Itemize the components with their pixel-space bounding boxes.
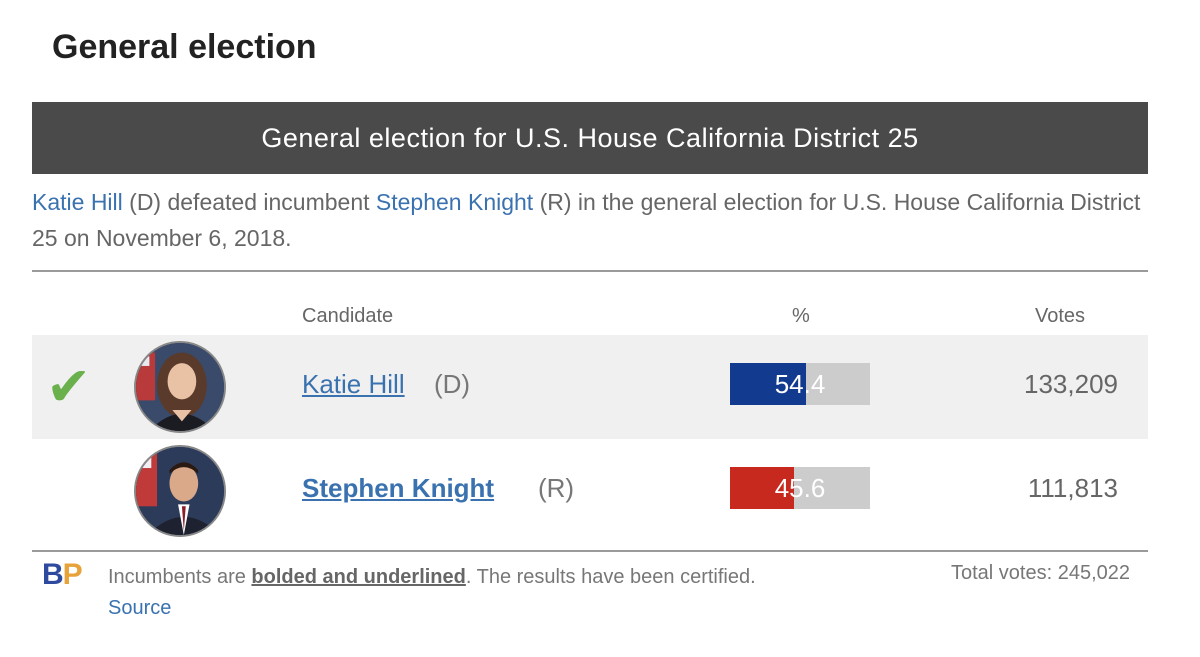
section-title: General election <box>52 28 317 66</box>
candidate-link-stephen-knight[interactable]: Stephen Knight <box>302 473 495 503</box>
logo-letter-b: B <box>42 558 64 591</box>
summary-text-1: (D) defeated incumbent <box>122 189 376 215</box>
table-row: ✔ Katie Hill (D) 54.4 133,209 <box>32 335 1148 439</box>
candidate-photo-icon <box>136 447 224 535</box>
percent-bar: 54.4 <box>730 363 870 405</box>
ballotpedia-logo: BP <box>42 558 83 592</box>
footnote-incumbent-note: bolded and underlined <box>251 566 466 588</box>
vote-count: 111,813 <box>1027 473 1118 503</box>
summary-text-2: (R) in the general election for U.S. Hou… <box>32 189 1141 251</box>
percent-bar-fill <box>730 467 794 509</box>
percent-label: 45.6 <box>774 472 826 503</box>
footnote: Incumbents are bolded and underlined. Th… <box>108 562 808 624</box>
candidate-photo-icon <box>136 343 224 431</box>
table-row: Stephen Knight (R) 45.6 111,813 <box>32 439 1148 543</box>
percent-bar-fill <box>730 363 807 405</box>
winner-check-icon: ✔ <box>46 357 92 417</box>
banner-title: General election for U.S. House Californ… <box>261 122 919 153</box>
column-header-percent: % <box>792 305 810 327</box>
election-banner: General election for U.S. House Californ… <box>32 102 1148 174</box>
column-header-votes: Votes <box>1035 305 1086 327</box>
candidate-party: (R) <box>538 473 575 503</box>
candidate-party: (D) <box>434 369 471 399</box>
percent-label: 54.4 <box>774 368 826 399</box>
avatar <box>134 445 226 537</box>
total-votes: Total votes: 245,022 <box>950 562 1130 584</box>
loser-link[interactable]: Stephen Knight <box>375 189 534 215</box>
source-link[interactable]: Source <box>108 597 172 619</box>
avatar <box>134 341 226 433</box>
divider-bottom <box>32 550 1148 552</box>
footnote-text-1: Incumbents are <box>108 566 252 588</box>
divider-top <box>32 270 1148 272</box>
footnote-text-2: . The results have been certified. <box>465 566 756 588</box>
percent-bar: 45.6 <box>730 467 870 509</box>
candidate-link-katie-hill[interactable]: Katie Hill <box>302 369 405 399</box>
logo-letter-p: P <box>62 558 83 591</box>
vote-count: 133,209 <box>1024 369 1118 399</box>
winner-link[interactable]: Katie Hill <box>32 189 123 215</box>
column-header-candidate: Candidate <box>302 305 394 327</box>
election-summary: Katie Hill (D) defeated incumbent Stephe… <box>32 184 1148 256</box>
